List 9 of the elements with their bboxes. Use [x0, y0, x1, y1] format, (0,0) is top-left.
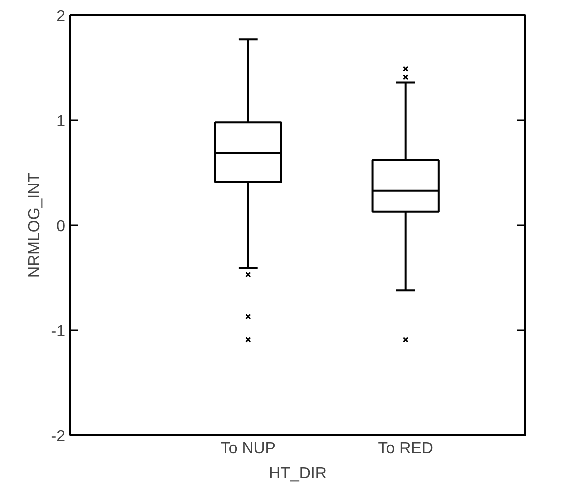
y-tick-label: -1 — [51, 324, 66, 340]
y-tick-label: 0 — [56, 218, 66, 236]
y-tick-label: -2 — [51, 428, 66, 446]
x-tick-label: To NUP — [220, 440, 276, 458]
y-tick-label: 1 — [56, 114, 66, 130]
y-axis-title: NRMLOG_INT — [26, 172, 44, 278]
y-tick-label: 2 — [56, 8, 66, 26]
x-tick-label: To RED — [378, 440, 434, 458]
x-axis-title: HT_DIR — [269, 466, 327, 482]
